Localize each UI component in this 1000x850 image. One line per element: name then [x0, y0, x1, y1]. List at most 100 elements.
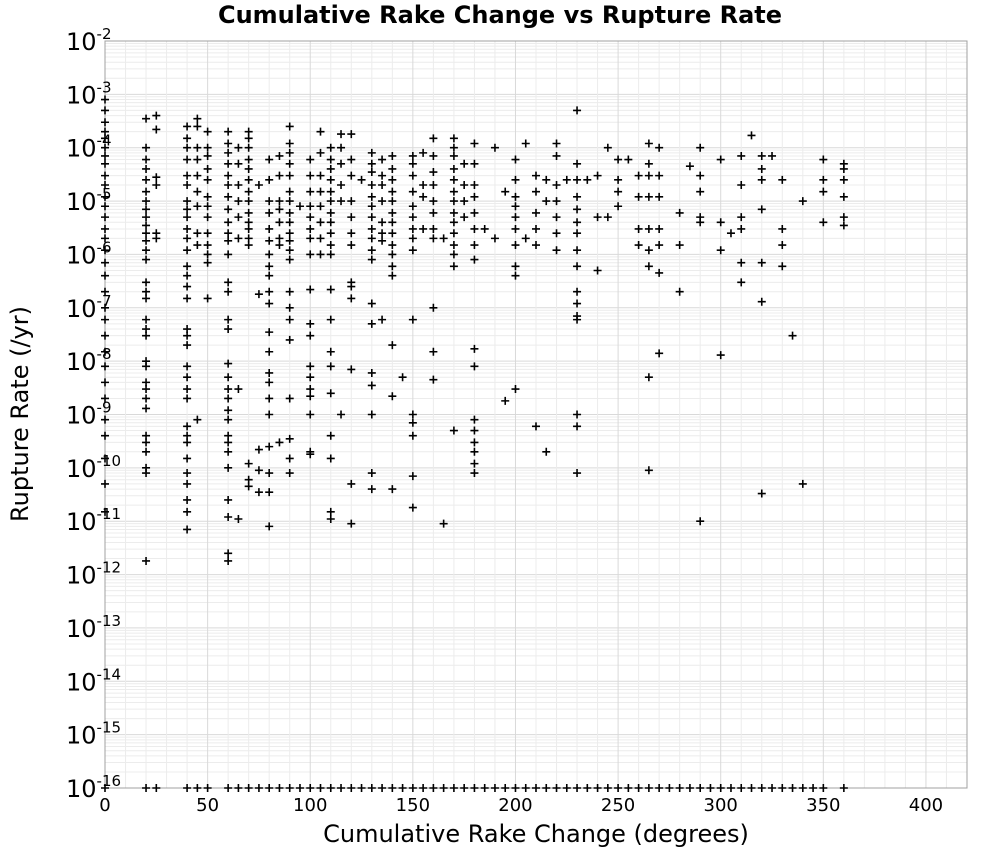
data-point: [460, 213, 469, 222]
data-point: [378, 197, 387, 206]
data-point: [408, 784, 417, 792]
data-point: [367, 148, 376, 157]
data-point: [511, 262, 520, 271]
data-point: [285, 303, 294, 312]
y-axis: 10-210-310-410-510-610-710-810-910-1010-…: [66, 25, 121, 803]
data-point: [798, 197, 807, 206]
data-point: [306, 285, 315, 294]
data-point: [265, 236, 274, 245]
data-point: [316, 234, 325, 243]
data-point: [501, 396, 510, 405]
data-point: [408, 187, 417, 196]
data-point: [265, 155, 274, 164]
data-point: [224, 127, 233, 136]
data-point: [367, 485, 376, 494]
data-point: [203, 784, 212, 792]
data-point: [470, 415, 479, 424]
data-point: [203, 143, 212, 152]
data-point: [142, 385, 151, 394]
data-point: [429, 347, 438, 356]
data-point: [644, 171, 653, 180]
x-tick-label: 200: [498, 795, 532, 816]
data-point: [224, 549, 233, 558]
data-point: [224, 181, 233, 190]
data-point: [183, 155, 192, 164]
y-tick-base: 10: [66, 241, 97, 269]
data-point: [142, 331, 151, 340]
data-point: [244, 164, 253, 173]
data-point: [316, 127, 325, 136]
data-point: [265, 299, 274, 308]
data-point: [624, 155, 633, 164]
data-point: [408, 224, 417, 233]
data-point: [398, 784, 407, 792]
data-point: [142, 143, 151, 152]
data-point: [306, 213, 315, 222]
data-point: [347, 229, 356, 238]
data-point: [193, 171, 202, 180]
data-point: [193, 155, 202, 164]
data-point: [234, 213, 243, 222]
data-point: [470, 224, 479, 233]
x-tick-label: 150: [396, 795, 430, 816]
data-point: [439, 234, 448, 243]
data-point: [614, 187, 623, 196]
data-point: [142, 438, 151, 447]
data-point: [809, 784, 818, 792]
data-point: [378, 181, 387, 190]
data-point: [316, 250, 325, 259]
data-point: [337, 410, 346, 419]
data-point: [511, 175, 520, 184]
data-point: [101, 315, 109, 324]
data-point: [819, 155, 828, 164]
data-point: [716, 155, 725, 164]
data-point: [573, 192, 582, 201]
data-point: [101, 246, 109, 255]
data-point: [449, 134, 458, 143]
data-point: [101, 202, 109, 211]
data-point: [101, 454, 109, 463]
x-axis: 0 50 100 150 200 250 300 350 400: [99, 795, 943, 816]
data-point: [265, 442, 274, 451]
data-point: [552, 213, 561, 222]
data-point: [665, 784, 674, 792]
data-point: [285, 236, 294, 245]
data-point: [778, 784, 787, 792]
data-point: [460, 197, 469, 206]
data-point: [183, 525, 192, 534]
y-tick-exponent: -14: [97, 665, 122, 683]
data-point: [388, 392, 397, 401]
y-tick-exponent: -5: [97, 185, 112, 203]
data-point: [203, 192, 212, 201]
data-point: [542, 175, 551, 184]
data-point: [429, 303, 438, 312]
data-point: [696, 784, 705, 792]
data-point: [747, 784, 756, 792]
data-point: [778, 175, 787, 184]
data-point: [101, 347, 109, 356]
y-tick-base: 10: [66, 455, 97, 483]
data-point: [244, 475, 253, 484]
y-tick-base: 10: [66, 615, 97, 643]
data-point: [203, 164, 212, 173]
data-point: [347, 282, 356, 291]
data-point: [696, 218, 705, 227]
data-point: [316, 187, 325, 196]
data-point: [101, 181, 109, 190]
data-point: [337, 159, 346, 168]
data-point: [429, 224, 438, 233]
data-point: [532, 784, 540, 792]
data-point: [429, 181, 438, 190]
data-point: [716, 784, 725, 792]
data-point: [347, 171, 356, 180]
data-point: [429, 375, 438, 384]
data-point: [224, 406, 233, 415]
data-point: [224, 495, 233, 504]
data-point: [306, 362, 315, 371]
data-point: [757, 205, 766, 214]
y-tick-base: 10: [66, 775, 97, 803]
data-point: [183, 246, 192, 255]
data-point: [285, 454, 294, 463]
data-point: [183, 341, 192, 350]
data-point: [265, 410, 274, 419]
